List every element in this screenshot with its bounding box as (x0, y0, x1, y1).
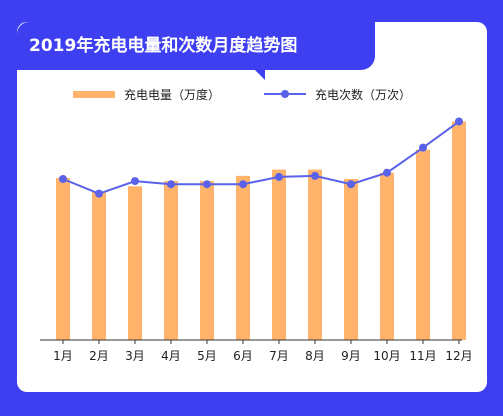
x-tick-label-3: 3月 (125, 349, 145, 363)
bar-3 (128, 186, 142, 340)
line-series (62, 120, 460, 195)
x-tick-label-12: 12月 (445, 349, 472, 363)
line-point-10 (383, 168, 391, 177)
line-point-12 (455, 117, 463, 126)
line-point-6 (239, 180, 247, 189)
x-tick-label-2: 2月 (89, 349, 109, 363)
bar-6 (236, 175, 250, 340)
bar-9 (344, 179, 358, 340)
x-tick-label-8: 8月 (305, 349, 325, 363)
x-tick-label-9: 9月 (341, 349, 361, 363)
bar-12 (452, 121, 466, 340)
line-point-4 (167, 180, 175, 189)
x-tick-label-5: 5月 (197, 349, 217, 363)
bar-4 (164, 181, 178, 340)
legend-item-bars: 充电电量（万度） (73, 86, 220, 103)
x-tick-label-1: 1月 (53, 349, 73, 363)
legend-label-bars: 充电电量（万度） (124, 87, 221, 102)
legend-bar-swatch (73, 90, 115, 98)
chart-title: 2019年充电电量和次数月度趋势图 (17, 22, 375, 70)
bar-5 (200, 181, 214, 340)
x-tick-label-11: 11月 (409, 349, 436, 363)
line-point-8 (311, 171, 319, 180)
line-point-11 (419, 143, 427, 152)
x-tick-label-10: 10月 (373, 349, 400, 363)
line-point-9 (347, 180, 355, 189)
bar-10 (380, 172, 394, 340)
legend-label-line: 充电次数（万次） (315, 87, 412, 102)
title-tab-notch (255, 70, 265, 80)
bar-2 (92, 191, 106, 340)
x-tick-label-6: 6月 (233, 349, 253, 363)
bar-1 (56, 177, 70, 340)
x-tick-label-7: 7月 (269, 349, 289, 363)
line-point-2 (95, 189, 103, 198)
line-point-1 (59, 175, 67, 183)
chart-legend: 充电电量（万度） 充电次数（万次） (73, 84, 455, 104)
bar-11 (416, 149, 430, 340)
line-point-5 (203, 180, 211, 189)
x-tick-label-4: 4月 (161, 349, 181, 363)
line-point-7 (275, 172, 283, 181)
bar-8 (308, 169, 322, 340)
bar-7 (272, 169, 286, 340)
line-point-3 (131, 177, 139, 186)
legend-item-line: 充电次数（万次） (264, 86, 411, 103)
legend-line-swatch (264, 90, 307, 98)
